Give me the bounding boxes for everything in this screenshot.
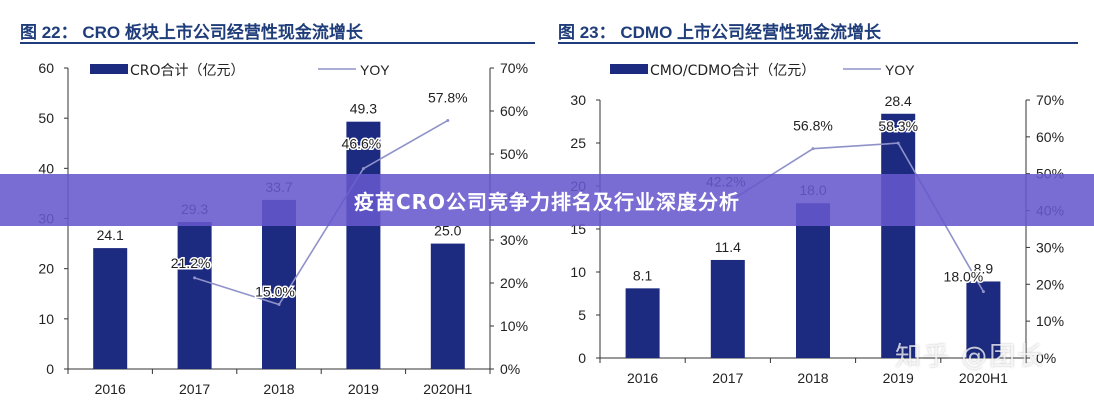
left-tick-label: 0 — [46, 361, 54, 377]
bar — [966, 281, 1001, 358]
title-rule-cro — [20, 42, 535, 44]
yoy-point — [981, 290, 985, 294]
right-tick-label: 70% — [1036, 92, 1064, 108]
x-tick-label: 2016 — [627, 370, 658, 386]
bar-value-label: 11.4 — [715, 239, 741, 255]
figure-title-cdmo: 图 23： CDMO 上市公司经营性现金流增长 — [558, 23, 882, 42]
legend-line-label: YOY — [885, 62, 915, 78]
right-tick-label: 10% — [500, 318, 528, 334]
x-tick-label: 2016 — [95, 381, 126, 397]
left-tick-label: 40 — [38, 160, 54, 176]
zhihu-watermark: 知乎 @团长 — [895, 342, 1046, 372]
left-tick-label: 25 — [570, 135, 586, 151]
right-tick-label: 70% — [500, 60, 528, 76]
bar — [177, 222, 212, 369]
yoy-value-label: 15.0% — [255, 284, 295, 300]
bar — [881, 113, 916, 358]
bar-value-label: 25.0 — [434, 223, 461, 239]
yoy-value-label: 18.0% — [944, 269, 984, 285]
right-tick-label: 60% — [1036, 129, 1064, 145]
right-tick-label: 30% — [500, 232, 528, 248]
x-tick-label: 2017 — [179, 381, 210, 397]
title-rule-cdmo — [558, 42, 1078, 44]
bar-value-label: 49.3 — [350, 101, 377, 117]
left-tick-label: 5 — [578, 307, 586, 323]
yoy-line — [194, 119, 449, 306]
yoy-point — [193, 276, 197, 280]
right-tick-label: 0% — [500, 361, 520, 377]
left-tick-label: 20 — [38, 261, 54, 277]
yoy-value-label: 58.3% — [878, 118, 918, 134]
right-tick-label: 60% — [500, 103, 528, 119]
right-tick-label: 10% — [1036, 313, 1064, 329]
left-tick-label: 30 — [570, 92, 586, 108]
article-title-banner: 疫苗CRO公司竞争力排名及行业深度分析 — [0, 174, 1094, 226]
x-tick-label: 2018 — [263, 381, 294, 397]
legend-bar-label: CMO/CDMO合计（亿元） — [650, 63, 815, 79]
yoy-point — [277, 303, 281, 306]
x-tick-label: 2020H1 — [959, 370, 1008, 386]
bar — [710, 259, 745, 358]
bar — [625, 288, 660, 358]
bar — [796, 203, 830, 358]
x-tick-label: 2017 — [712, 370, 743, 386]
left-tick-label: 50 — [38, 110, 54, 126]
yoy-value-label: 21.2% — [171, 255, 211, 271]
x-tick-label: 2018 — [797, 370, 828, 386]
legend-bar-swatch — [90, 64, 128, 74]
legend-bar-label: CRO合计（亿元） — [130, 63, 245, 79]
x-tick-label: 2020H1 — [423, 381, 472, 397]
yoy-point — [896, 141, 900, 145]
yoy-value-label: 56.8% — [793, 118, 833, 134]
right-tick-label: 20% — [500, 275, 528, 291]
figure-title-cro: 图 22： CRO 板块上市公司经营性现金流增长 — [20, 23, 363, 42]
bar-value-label: 24.1 — [97, 227, 124, 243]
legend-bar-swatch — [610, 64, 648, 74]
x-tick-label: 2019 — [348, 381, 379, 397]
bar — [93, 248, 128, 369]
yoy-value-label: 46.6% — [342, 136, 382, 152]
left-tick-label: 10 — [570, 264, 586, 280]
bar — [430, 243, 465, 369]
bar-value-label: 8.1 — [633, 267, 653, 283]
right-tick-label: 20% — [1036, 276, 1064, 292]
legend-line-label: YOY — [360, 62, 390, 78]
left-tick-label: 0 — [578, 350, 586, 366]
yoy-point — [361, 167, 365, 171]
bar-value-label: 8.9 — [974, 260, 994, 276]
left-tick-label: 10 — [38, 311, 54, 327]
left-tick-label: 60 — [38, 60, 54, 76]
right-tick-label: 30% — [1036, 239, 1064, 255]
yoy-value-label: 57.8% — [428, 89, 468, 105]
yoy-point — [446, 118, 450, 122]
right-tick-label: 0% — [1036, 350, 1056, 366]
bar-value-label: 28.4 — [885, 93, 912, 109]
bar — [262, 199, 296, 369]
yoy-point — [811, 147, 815, 151]
x-tick-label: 2019 — [883, 370, 914, 386]
right-tick-label: 50% — [500, 146, 528, 162]
